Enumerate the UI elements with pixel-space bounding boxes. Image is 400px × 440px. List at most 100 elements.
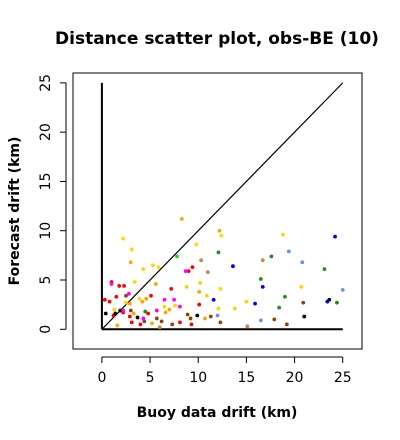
plot-frame [72, 72, 363, 350]
data-point [151, 263, 155, 268]
data-point [194, 242, 199, 247]
data-point [117, 284, 122, 288]
y-axis-label: Forecast drift (km) [7, 137, 23, 286]
data-point [156, 265, 161, 270]
data-point [253, 301, 257, 306]
data-point [195, 313, 200, 318]
data-point [129, 247, 134, 252]
data-point [218, 320, 223, 325]
data-point [175, 254, 179, 259]
x-axis: 0 5 10 15 20 25 [97, 356, 352, 386]
data-point [162, 304, 167, 309]
data-point [128, 308, 133, 313]
data-point [129, 320, 134, 325]
data-point [143, 309, 148, 314]
data-point [197, 302, 202, 307]
data-point [183, 269, 188, 274]
data-point [141, 267, 146, 272]
data-point [302, 314, 307, 319]
data-point [211, 297, 216, 302]
y-tick-label: 20 [38, 123, 54, 141]
reference-lines [100, 82, 344, 331]
data-point [216, 306, 221, 311]
data-point [260, 258, 265, 263]
data-point [124, 293, 128, 298]
data-point [126, 291, 131, 296]
data-point [144, 296, 149, 301]
data-point [258, 277, 263, 281]
data-point [115, 323, 120, 328]
data-point [167, 307, 172, 312]
data-point [169, 286, 174, 291]
data-point [232, 306, 237, 311]
y-tick-label: 5 [38, 276, 54, 285]
data-point [281, 232, 285, 237]
y-axis: 0 5 10 15 20 25 [38, 74, 67, 334]
data-point [179, 216, 184, 221]
data-point [154, 316, 159, 321]
data-point [153, 282, 158, 286]
data-point [258, 318, 263, 323]
data-point [154, 308, 159, 313]
data-point [114, 294, 119, 299]
data-point [113, 311, 118, 316]
data-point [184, 285, 189, 289]
data-point [219, 233, 224, 238]
y-tick-label: 25 [38, 74, 54, 92]
data-point [162, 297, 167, 302]
chart-title: Distance scatter plot, obs-BE (10) [55, 29, 379, 49]
data-point [189, 322, 194, 327]
data-point [286, 249, 291, 254]
data-point [159, 319, 164, 324]
data-point [260, 285, 265, 289]
data-point [122, 284, 126, 288]
data-point [127, 314, 132, 319]
data-point [325, 299, 330, 304]
x-tick-label: 10 [189, 370, 207, 386]
data-point [185, 312, 190, 317]
data-point [272, 317, 277, 322]
data-point [340, 287, 345, 292]
data-point [128, 260, 133, 265]
data-point [231, 264, 235, 269]
y-tick-label: 10 [38, 222, 54, 240]
data-point [140, 299, 145, 304]
data-point [170, 322, 175, 327]
reference-line-identity [101, 82, 344, 330]
data-point [146, 311, 151, 316]
data-point [197, 289, 202, 294]
data-point [245, 324, 250, 329]
data-point [132, 280, 137, 284]
data-point [301, 300, 306, 305]
data-point [127, 301, 132, 306]
data-point [333, 234, 337, 239]
x-tick-label: 20 [286, 370, 304, 386]
data-point [205, 270, 210, 275]
data-point [277, 305, 282, 310]
data-point [198, 281, 203, 285]
data-point [118, 308, 123, 313]
x-axis-label: Buoy data drift (km) [137, 405, 298, 421]
data-point [157, 325, 162, 330]
data-point [173, 303, 178, 308]
data-points [102, 216, 345, 330]
data-point [131, 311, 136, 316]
data-point [335, 300, 339, 305]
data-point [103, 311, 108, 316]
x-tick-label: 15 [237, 370, 255, 386]
data-point [244, 299, 249, 304]
data-point [124, 300, 128, 305]
data-point [102, 297, 107, 302]
data-point [121, 308, 125, 313]
data-point [205, 293, 209, 298]
data-point [188, 316, 193, 321]
data-point [284, 322, 289, 327]
data-point [178, 304, 182, 309]
data-point [135, 315, 140, 320]
data-point [150, 321, 154, 326]
data-point [112, 307, 117, 312]
x-tick-label: 25 [334, 370, 352, 386]
data-point [215, 313, 220, 318]
data-point [149, 293, 153, 298]
